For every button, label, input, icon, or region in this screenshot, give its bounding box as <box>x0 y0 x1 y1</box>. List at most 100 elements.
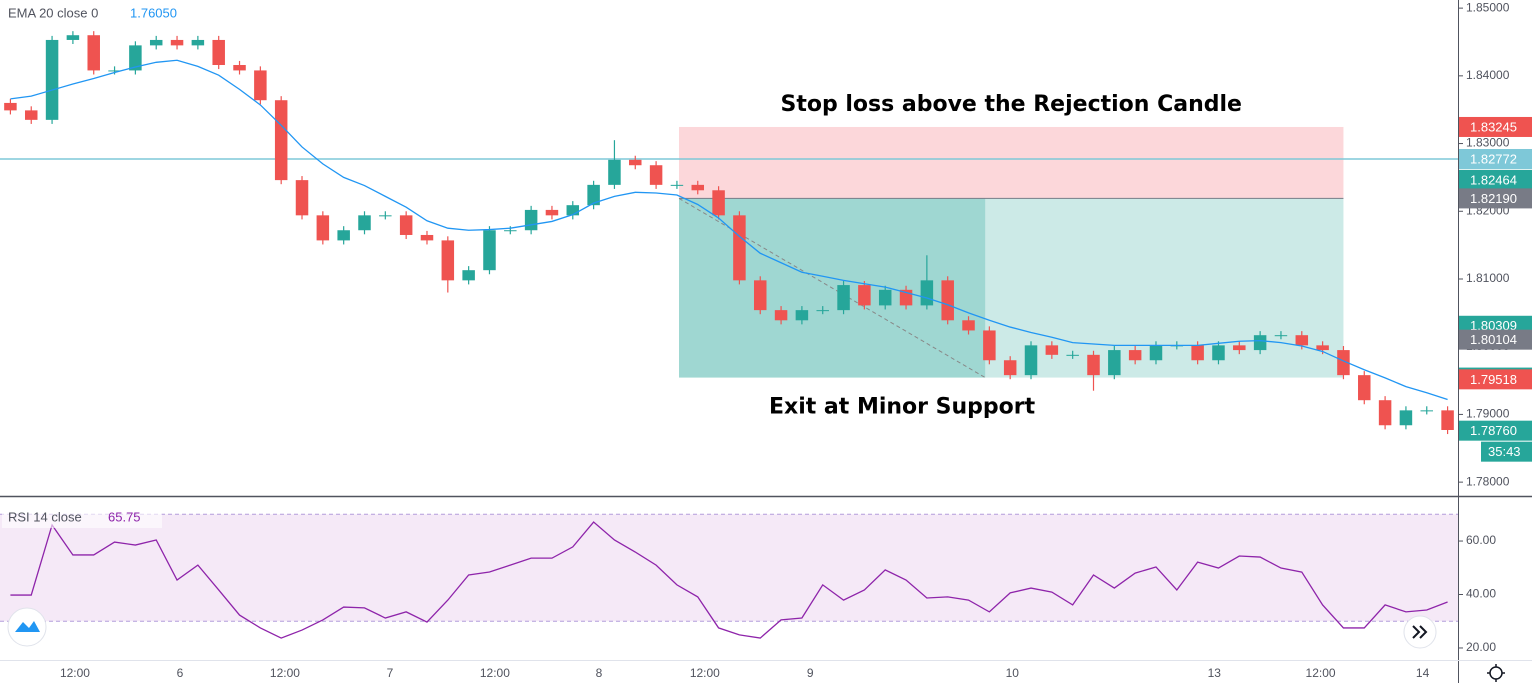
price-tag <box>1459 188 1532 209</box>
y-tick-label: 40.00 <box>1466 587 1496 601</box>
candle-body <box>1337 350 1350 376</box>
candle-body <box>1108 350 1121 376</box>
price-tag-label: 1.83245 <box>1470 119 1517 134</box>
price-tag-label: 1.80104 <box>1470 332 1517 347</box>
candle-body <box>1399 410 1413 426</box>
candle-body <box>837 285 850 311</box>
candle-body <box>1253 335 1267 351</box>
annotation: Exit at Minor Support <box>769 395 1036 420</box>
candle-body <box>191 39 205 46</box>
candle-body <box>649 165 663 185</box>
rsi-band <box>0 514 1458 622</box>
candle-body <box>629 159 642 166</box>
y-tick-label: 1.78000 <box>1466 474 1510 488</box>
price-tag-label: 1.78760 <box>1470 423 1517 438</box>
scroll-button[interactable] <box>1403 615 1437 649</box>
candle-body <box>753 280 767 311</box>
candle-body <box>462 270 475 281</box>
settings-icon-spokes <box>1487 664 1505 682</box>
price-tag-label: 1.79518 <box>1470 372 1517 387</box>
candle-body <box>483 230 496 271</box>
settings-button[interactable] <box>1487 664 1505 682</box>
candle-body <box>399 215 413 235</box>
candle-body <box>1066 354 1079 356</box>
candle-body <box>1441 410 1454 430</box>
price-tag <box>1459 369 1532 390</box>
candle-body <box>4 102 17 111</box>
y-tick-label: 1.83000 <box>1466 136 1510 150</box>
candle-body <box>337 230 350 241</box>
candle-body <box>66 35 80 40</box>
x-tick-label: 12:00 <box>270 666 300 680</box>
candle-body <box>670 184 684 186</box>
candle-body <box>45 39 59 120</box>
candle-body <box>1003 360 1017 376</box>
candle-body <box>1149 345 1163 361</box>
candle-body <box>87 35 100 71</box>
candle-body <box>24 110 38 120</box>
candle-body <box>212 39 225 66</box>
candle-body <box>608 159 621 185</box>
candle-body <box>545 209 559 216</box>
price-tag <box>1459 148 1532 169</box>
candle-body <box>441 240 455 281</box>
line-series <box>10 521 1448 639</box>
price-tag <box>1459 169 1532 190</box>
candle-body <box>774 310 788 321</box>
candle-body <box>129 45 142 71</box>
candle-body <box>878 289 892 306</box>
candle-body <box>733 215 746 281</box>
y-tick-label: 1.79000 <box>1466 407 1510 421</box>
candle-body <box>1358 375 1371 401</box>
x-tick-label: 8 <box>596 666 603 680</box>
countdown-tag <box>1481 441 1532 462</box>
candle-body <box>170 39 184 46</box>
candle-body <box>1191 345 1204 361</box>
candle-body <box>149 39 163 46</box>
candle-body <box>1233 345 1246 351</box>
candle-body <box>274 100 288 181</box>
candle-body <box>691 184 705 191</box>
candle-body <box>712 190 725 216</box>
countdown: 35:43 <box>1488 444 1521 459</box>
x-tick-label: 14 <box>1416 666 1430 680</box>
candle-body <box>254 70 267 101</box>
y-tick-label: 1.85000 <box>1466 0 1510 14</box>
candle-body <box>1087 354 1100 376</box>
price-tag <box>1459 116 1532 137</box>
y-tick-label: 20.00 <box>1466 640 1496 654</box>
legend-value: 1.76050 <box>130 5 177 20</box>
ema-line <box>10 59 1448 401</box>
candle-body <box>920 280 934 306</box>
candle-body <box>1045 345 1059 355</box>
candle-body <box>1274 335 1288 337</box>
candle-body <box>233 65 246 71</box>
x-tick-label: 12:00 <box>1306 666 1336 680</box>
candle-body <box>1420 410 1434 412</box>
x-tick-label: 12:00 <box>480 666 510 680</box>
price-tag-label: 1.82772 <box>1470 151 1517 166</box>
candle-body <box>1128 350 1142 361</box>
legend-name: EMA 20 close 0 <box>8 5 98 20</box>
annotation: Stop loss above the Rejection Candle <box>780 92 1242 117</box>
scroll-icon <box>1412 625 1428 639</box>
candle-body <box>1295 335 1309 346</box>
candle-body <box>316 215 330 241</box>
x-tick-label: 12:00 <box>60 666 90 680</box>
candle-body <box>358 215 371 231</box>
legend-value: 65.75 <box>108 509 141 524</box>
candle-body <box>858 285 871 306</box>
logo[interactable] <box>7 607 47 647</box>
candle-body <box>1024 345 1038 376</box>
stop-zone <box>679 126 1344 199</box>
candle-body <box>983 330 996 361</box>
candle-body <box>1378 400 1392 426</box>
candle-body <box>1316 345 1329 351</box>
x-tick-label: 7 <box>387 666 394 680</box>
x-tick-label: 13 <box>1208 666 1222 680</box>
candle-body <box>962 320 975 331</box>
price-tag-label: 1.80309 <box>1470 318 1517 333</box>
